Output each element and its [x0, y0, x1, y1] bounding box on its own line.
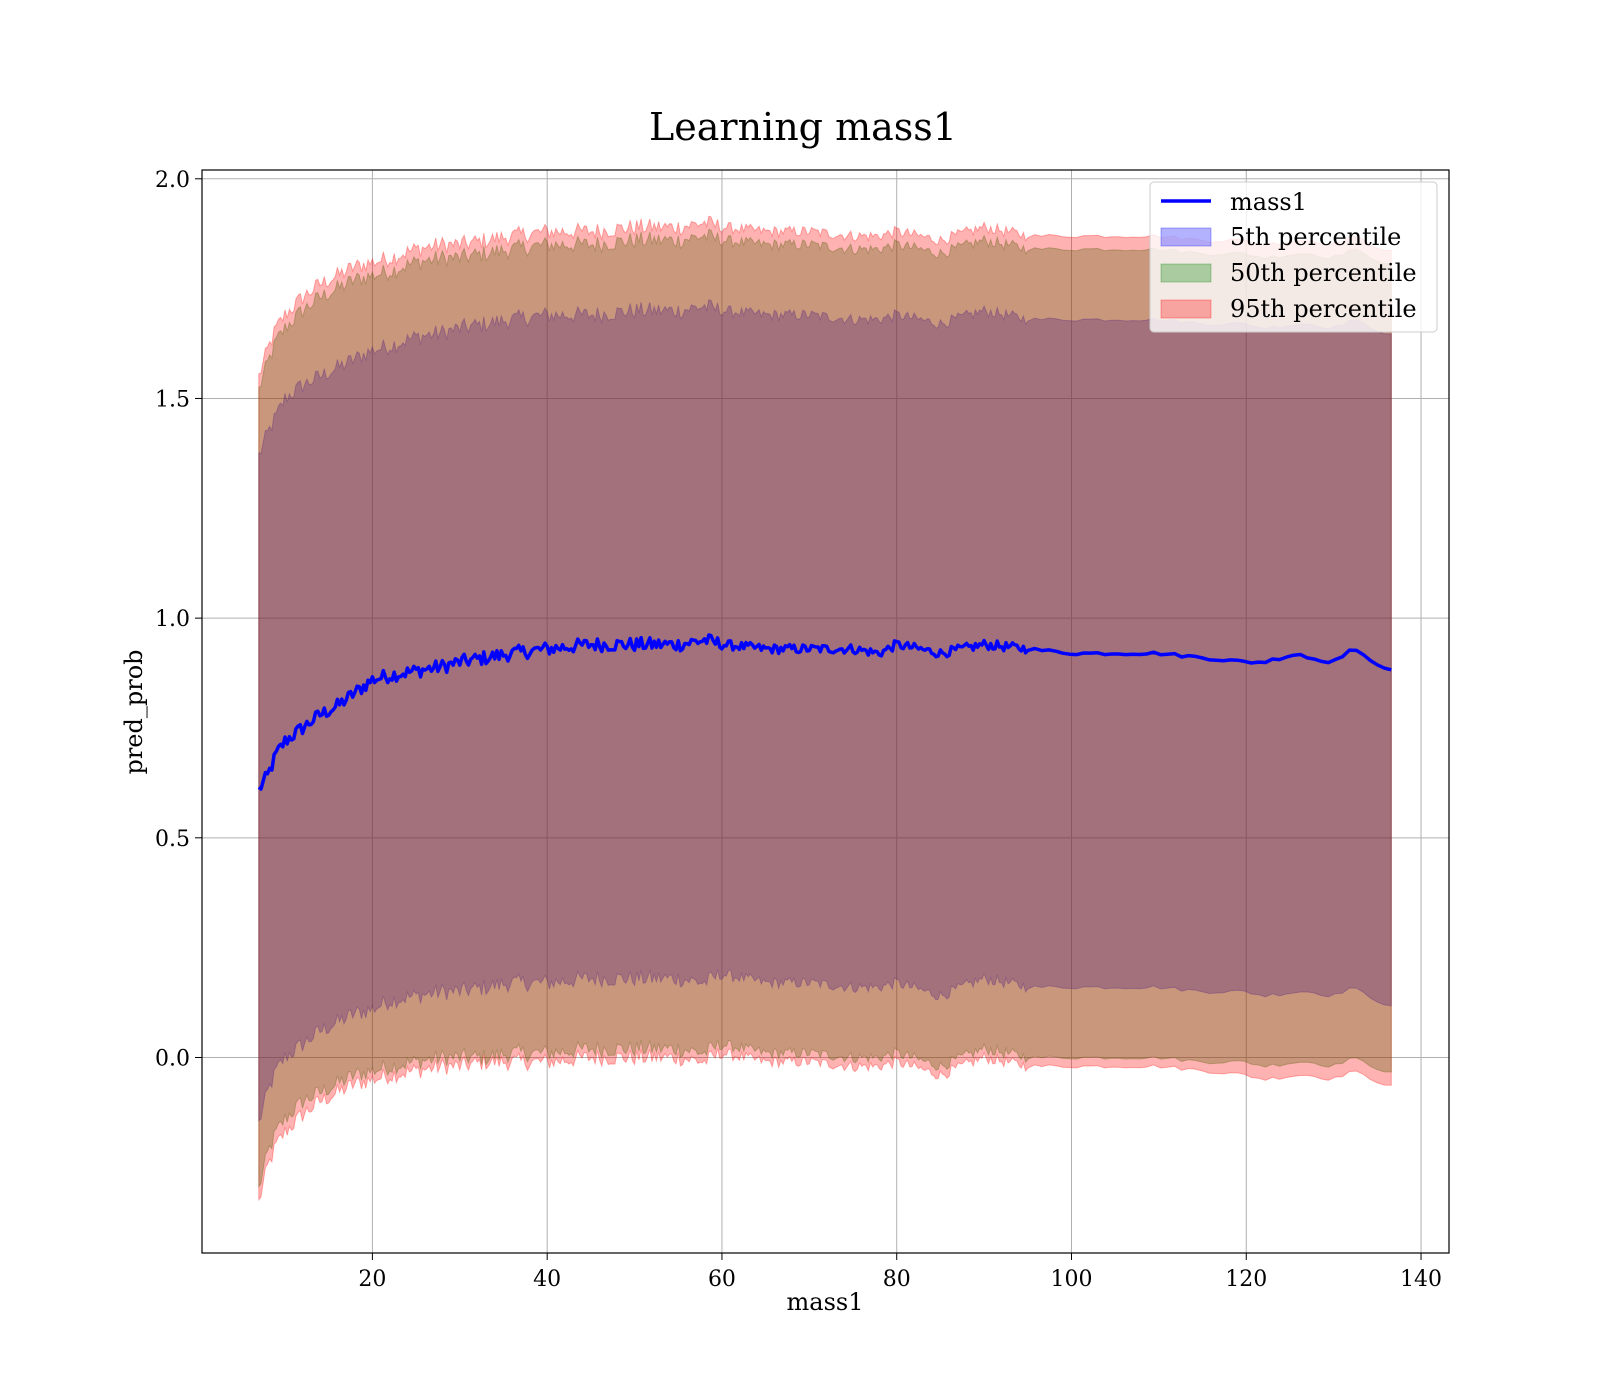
y-axis-label: pred_prob: [120, 649, 148, 774]
band-5th-percentile: [258, 299, 1392, 1122]
x-tick-label-1: 40: [533, 1267, 561, 1292]
y-tick-label-0: 0.0: [155, 1046, 190, 1071]
legend-swatch-95th: [1160, 299, 1212, 319]
x-tick-label-6: 140: [1400, 1267, 1442, 1292]
grid: [202, 170, 1449, 1253]
x-tick-label-5: 120: [1225, 1267, 1267, 1292]
legend-label-5th: 5th percentile: [1230, 223, 1401, 251]
series-line-mass1: [257, 633, 1392, 791]
legend-label-50th: 50th percentile: [1230, 259, 1417, 287]
legend-box: [1149, 181, 1438, 333]
legend-label-95th: 95th percentile: [1230, 295, 1417, 323]
y-axis-ticks: 0.0 0.5 1.0 1.5 2.0: [155, 168, 202, 1071]
plot-frame: [201, 169, 1450, 1254]
y-tick-label-3: 1.5: [155, 387, 190, 412]
legend-label-mass1: mass1: [1230, 188, 1307, 216]
legend: mass1 5th percentile 50th percentile 95t…: [1149, 181, 1438, 333]
legend-swatch-5th: [1160, 227, 1212, 247]
x-tick-label-3: 80: [883, 1267, 911, 1292]
y-tick-label-1: 0.5: [155, 827, 190, 852]
band-50th-percentile: [258, 228, 1392, 1189]
x-tick-label-4: 100: [1050, 1267, 1092, 1292]
x-tick-label-2: 60: [708, 1267, 736, 1292]
band-95th-percentile: [258, 215, 1392, 1202]
x-tick-label-0: 20: [358, 1267, 386, 1292]
x-axis-ticks: 20 40 60 80 100 120 140: [358, 1253, 1442, 1292]
y-tick-label-4: 2.0: [155, 168, 190, 193]
legend-swatch-50th: [1160, 263, 1212, 283]
x-axis-label: mass1: [787, 1288, 864, 1316]
bands: [258, 215, 1392, 1202]
line-series: [257, 633, 1392, 791]
chart-title: Learning mass1: [649, 105, 957, 149]
y-tick-label-2: 1.0: [155, 607, 190, 632]
